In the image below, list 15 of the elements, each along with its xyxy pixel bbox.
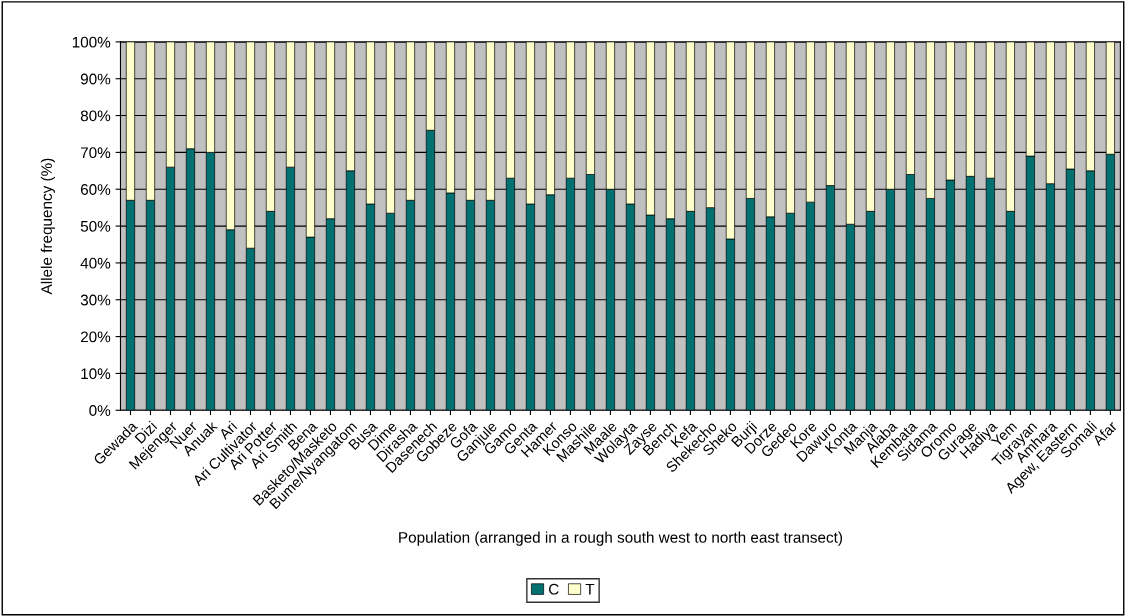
legend-label: T bbox=[585, 583, 595, 595]
legend-label: C bbox=[549, 583, 559, 595]
y-tick-label: 50% bbox=[80, 220, 111, 232]
y-axis-title: Allele frequency (%) bbox=[40, 158, 56, 295]
y-tick-label: 0% bbox=[89, 405, 111, 416]
y-tick-label: 70% bbox=[80, 147, 111, 159]
y-tick-label: 60% bbox=[80, 184, 111, 195]
y-tick-label: 10% bbox=[81, 368, 111, 380]
x-axis-title: Population (arranged in a rough south west to north east transect) bbox=[399, 531, 842, 546]
y-tick-label: 20% bbox=[80, 331, 111, 343]
y-tick-label: 80% bbox=[80, 110, 111, 122]
y-tick-label: 100% bbox=[72, 36, 111, 48]
y-tick-label: 40% bbox=[80, 257, 111, 269]
y-tick-label: 30% bbox=[80, 294, 111, 306]
y-tick-label: 90% bbox=[80, 73, 111, 85]
